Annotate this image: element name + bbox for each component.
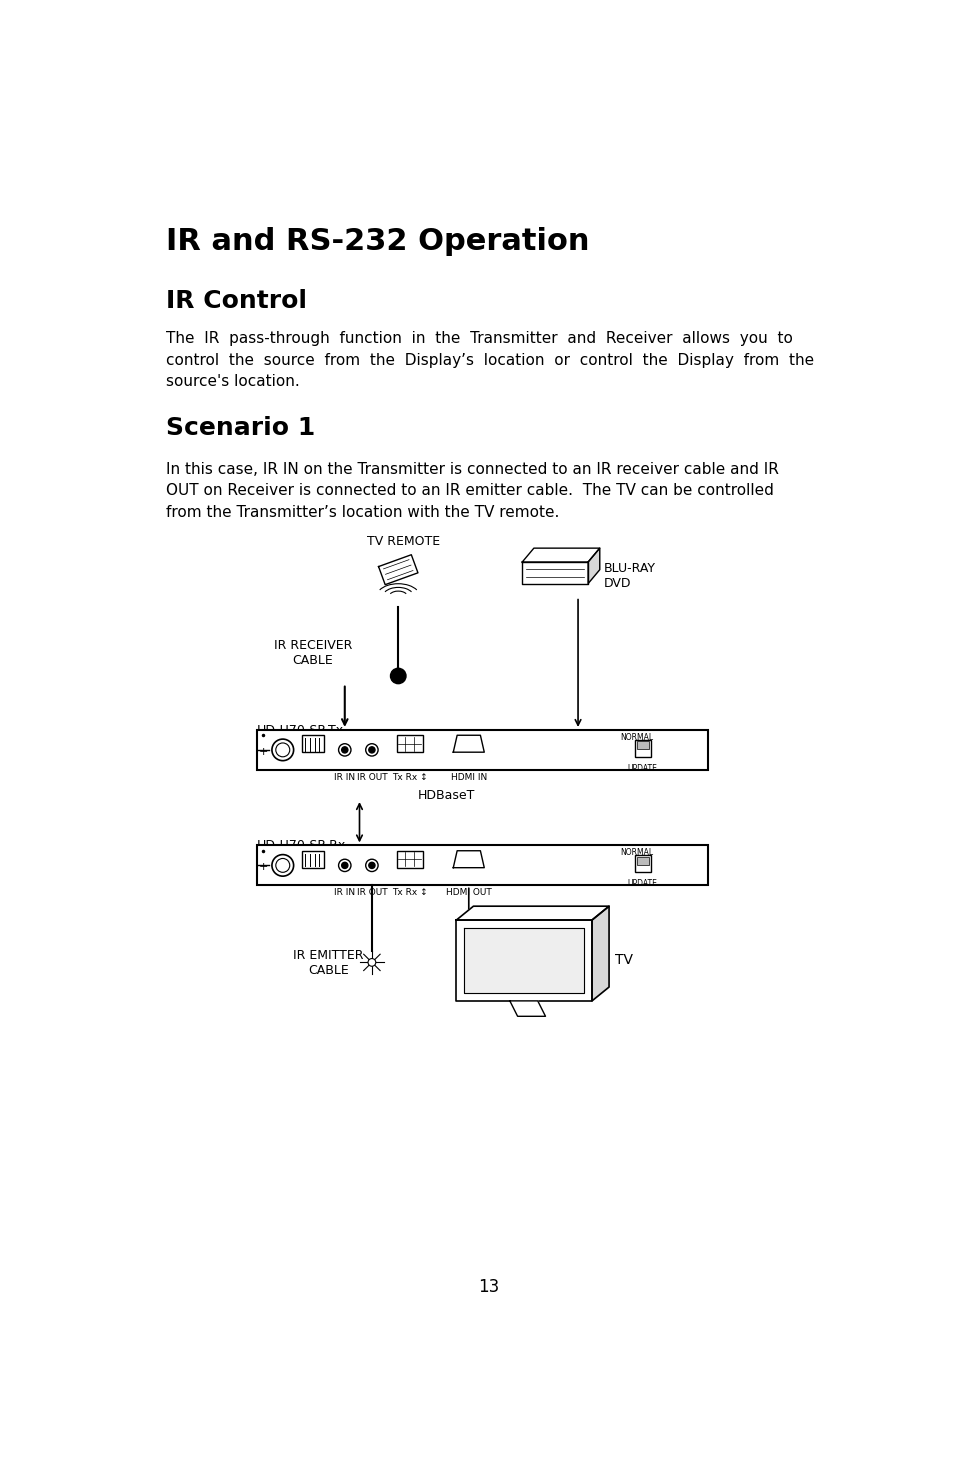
Text: +: + (258, 863, 268, 872)
FancyBboxPatch shape (396, 851, 422, 867)
Text: UPDATE: UPDATE (627, 879, 657, 888)
Text: TV REMOTE: TV REMOTE (367, 535, 440, 549)
Text: IR and RS-232 Operation: IR and RS-232 Operation (166, 227, 589, 257)
FancyBboxPatch shape (635, 740, 650, 757)
FancyBboxPatch shape (257, 730, 707, 770)
Text: NORMAL: NORMAL (619, 733, 653, 742)
Polygon shape (587, 549, 599, 584)
Circle shape (369, 746, 375, 752)
Text: HDBaseT: HDBaseT (417, 789, 475, 802)
Circle shape (272, 854, 294, 876)
Text: HDMI IN: HDMI IN (450, 773, 486, 782)
Text: IR IN: IR IN (334, 888, 355, 897)
Circle shape (275, 858, 290, 872)
Text: source's location.: source's location. (166, 375, 299, 389)
FancyBboxPatch shape (637, 742, 649, 749)
FancyBboxPatch shape (635, 855, 650, 872)
Text: +: + (258, 746, 268, 757)
Circle shape (368, 959, 375, 966)
Text: TV: TV (615, 953, 633, 968)
Text: The  IR  pass-through  function  in  the  Transmitter  and  Receiver  allows  yo: The IR pass-through function in the Tran… (166, 330, 792, 347)
FancyBboxPatch shape (396, 735, 422, 752)
Polygon shape (464, 928, 583, 993)
Text: 13: 13 (477, 1279, 499, 1297)
Circle shape (341, 746, 348, 752)
Text: IR RECEIVER
CABLE: IR RECEIVER CABLE (274, 639, 352, 667)
Text: HD-H70-SP-Rx: HD-H70-SP-Rx (257, 839, 346, 853)
Text: HD-H70-SP-Tx: HD-H70-SP-Tx (257, 724, 344, 736)
Text: IR OUT: IR OUT (356, 773, 387, 782)
Text: from the Transmitter’s location with the TV remote.: from the Transmitter’s location with the… (166, 504, 558, 521)
Circle shape (338, 743, 351, 757)
Text: HDMI OUT: HDMI OUT (445, 888, 491, 897)
Circle shape (365, 743, 377, 757)
Polygon shape (456, 906, 608, 920)
Circle shape (369, 863, 375, 869)
FancyBboxPatch shape (637, 857, 649, 864)
Text: Tx Rx ↕: Tx Rx ↕ (392, 888, 427, 897)
Circle shape (341, 863, 348, 869)
FancyBboxPatch shape (302, 851, 323, 867)
Polygon shape (521, 549, 599, 562)
Text: In this case, IR IN on the Transmitter is connected to an IR receiver cable and : In this case, IR IN on the Transmitter i… (166, 462, 778, 476)
Polygon shape (453, 851, 484, 867)
Text: IR Control: IR Control (166, 289, 307, 313)
Text: IR EMITTER
CABLE: IR EMITTER CABLE (293, 948, 363, 976)
Text: IR OUT: IR OUT (356, 888, 387, 897)
Polygon shape (592, 906, 608, 1002)
Text: NORMAL: NORMAL (619, 848, 653, 857)
Text: OUT on Receiver is connected to an IR emitter cable.  The TV can be controlled: OUT on Receiver is connected to an IR em… (166, 484, 773, 499)
Text: control  the  source  from  the  Display’s  location  or  control  the  Display : control the source from the Display’s lo… (166, 353, 813, 367)
Circle shape (275, 743, 290, 757)
Polygon shape (521, 562, 587, 584)
FancyBboxPatch shape (302, 735, 323, 752)
Polygon shape (453, 735, 484, 752)
Text: IR IN: IR IN (334, 773, 355, 782)
Text: Tx Rx ↕: Tx Rx ↕ (392, 773, 427, 782)
Polygon shape (456, 920, 592, 1002)
Circle shape (365, 860, 377, 872)
Text: Scenario 1: Scenario 1 (166, 416, 314, 440)
Circle shape (338, 860, 351, 872)
FancyBboxPatch shape (257, 845, 707, 885)
Circle shape (390, 668, 406, 683)
Polygon shape (509, 1002, 545, 1016)
Text: UPDATE: UPDATE (627, 764, 657, 773)
Text: BLU-RAY
DVD: BLU-RAY DVD (603, 562, 655, 590)
Circle shape (272, 739, 294, 761)
